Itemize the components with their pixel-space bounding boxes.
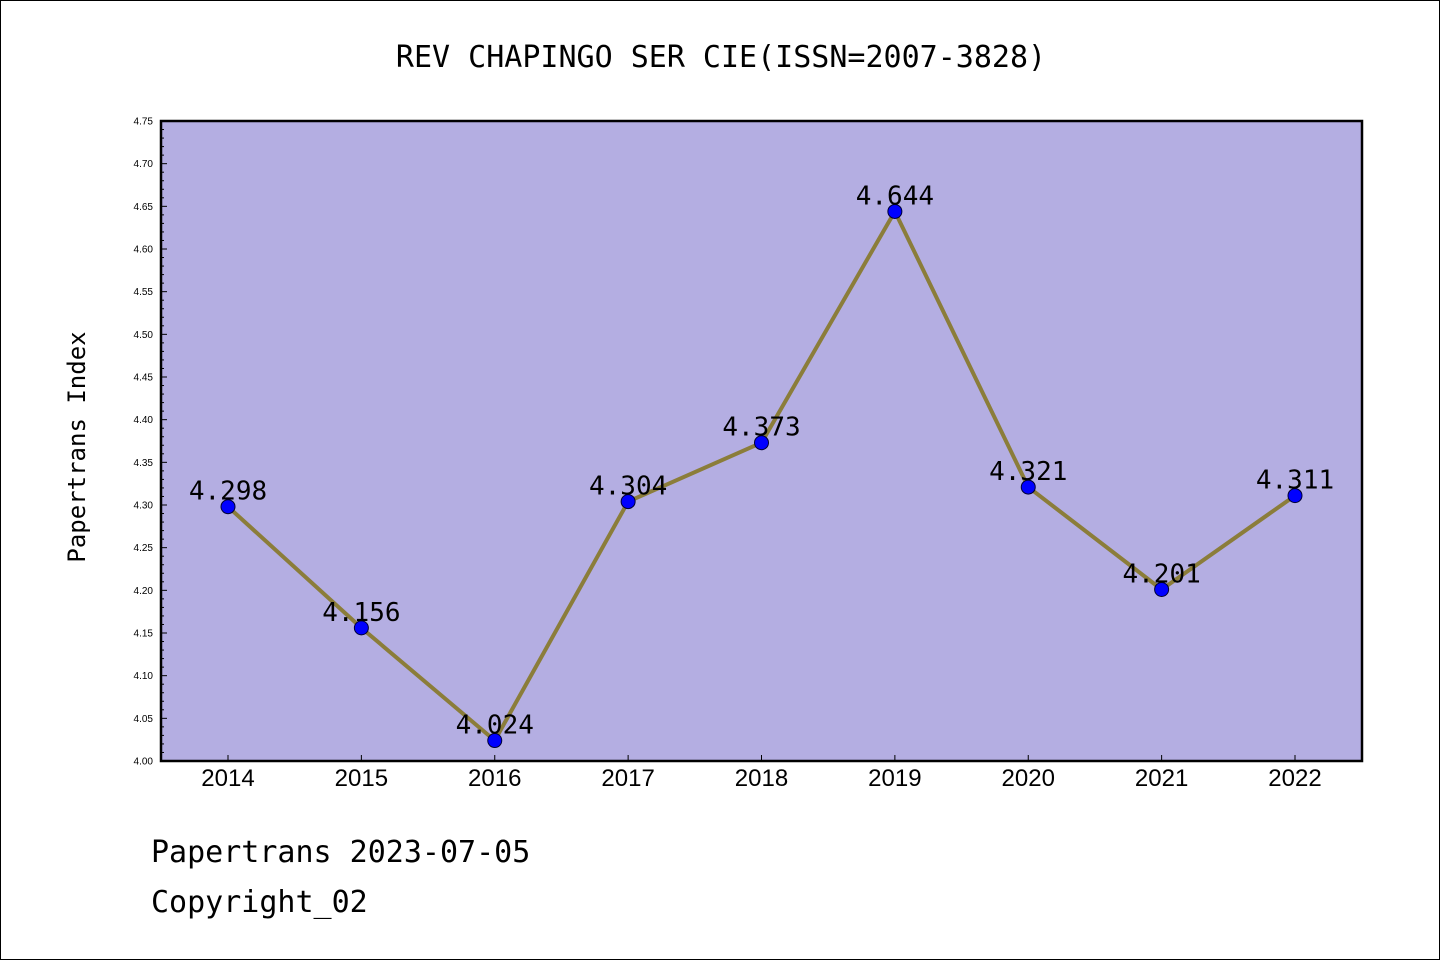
y-tick-label: 4.00 bbox=[134, 757, 154, 768]
x-axis-ticks: 2014 2015 2016 2017 2018 2019 2020 2021 2022 bbox=[201, 755, 1322, 792]
y-tick-label: 4.50 bbox=[134, 330, 154, 341]
data-label: 4.373 bbox=[722, 413, 800, 443]
y-tick-label: 4.20 bbox=[134, 586, 154, 597]
x-tick-label: 2020 bbox=[1002, 765, 1055, 792]
x-tick-label: 2018 bbox=[735, 765, 788, 792]
y-axis-ticks: 4.00 4.05 4.10 4.15 4.20 4.25 4.30 4.35 4.40 4.45… bbox=[134, 117, 167, 768]
series-layer: 4.298 4.156 4.024 4.304 4.373 4.644 4.321 4.201… bbox=[189, 181, 1334, 749]
y-tick-label: 4.65 bbox=[134, 202, 154, 213]
y-tick-label: 4.25 bbox=[134, 543, 154, 554]
y-tick-label: 4.40 bbox=[134, 415, 154, 426]
x-tick-label: 2022 bbox=[1268, 765, 1321, 792]
x-tick-label: 2017 bbox=[601, 765, 654, 792]
data-point bbox=[1154, 581, 1170, 597]
data-label: 4.024 bbox=[456, 711, 534, 741]
data-label: 4.201 bbox=[1122, 559, 1200, 589]
y-axis-label: Papertrans Index bbox=[63, 331, 91, 562]
y-tick-label: 4.15 bbox=[134, 629, 154, 640]
y-tick-label: 4.10 bbox=[134, 671, 154, 682]
data-point bbox=[220, 499, 236, 515]
footer-date: Papertrans 2023-07-05 bbox=[151, 835, 531, 870]
y-tick-label: 4.60 bbox=[134, 245, 154, 256]
y-tick-label: 4.55 bbox=[134, 287, 154, 298]
data-point bbox=[353, 620, 369, 636]
data-point bbox=[620, 494, 636, 510]
data-label: 4.644 bbox=[856, 181, 934, 211]
y-tick-label: 4.35 bbox=[134, 458, 154, 469]
data-point bbox=[887, 203, 903, 219]
y-tick-label: 4.05 bbox=[134, 714, 154, 725]
y-tick-label: 4.75 bbox=[134, 117, 154, 128]
data-label: 4.304 bbox=[589, 472, 667, 502]
data-point bbox=[1020, 479, 1036, 495]
x-tick-label: 2015 bbox=[335, 765, 388, 792]
data-label: 4.298 bbox=[189, 477, 267, 507]
data-point bbox=[1287, 488, 1303, 504]
x-tick-label: 2016 bbox=[468, 765, 521, 792]
x-tick-label: 2021 bbox=[1135, 765, 1188, 792]
y-tick-label: 4.70 bbox=[134, 159, 154, 170]
chart-title: REV CHAPINGO SER CIE(ISSN=2007-3828) bbox=[396, 40, 1046, 75]
y-tick-label: 4.30 bbox=[134, 501, 154, 512]
y-tick-label: 4.45 bbox=[134, 373, 154, 384]
data-label: 4.156 bbox=[322, 598, 400, 628]
x-tick-label: 2019 bbox=[868, 765, 921, 792]
plot-border bbox=[159, 119, 1364, 763]
data-label: 4.321 bbox=[989, 457, 1067, 487]
data-point bbox=[754, 435, 769, 451]
data-point bbox=[487, 733, 503, 749]
data-label: 4.311 bbox=[1256, 466, 1334, 496]
footer-copyright: Copyright_02 bbox=[151, 885, 368, 920]
x-tick-label: 2014 bbox=[201, 765, 254, 792]
